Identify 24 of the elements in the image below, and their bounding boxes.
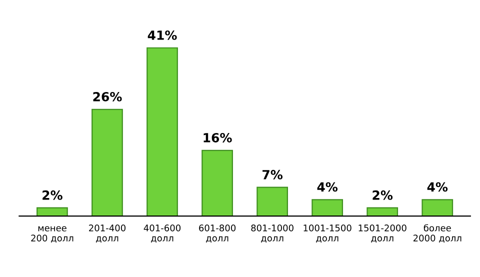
data-label: 16% — [204, 132, 232, 142]
bar — [312, 199, 344, 216]
x-tick-label: 401-600 долл — [144, 224, 181, 243]
bar — [36, 207, 68, 216]
data-label: 7% — [262, 170, 283, 180]
x-tick-label: 601-800 долл — [199, 224, 236, 243]
bar — [256, 186, 288, 216]
x-tick-label: более 2000 долл — [413, 224, 462, 243]
data-label: 41% — [148, 30, 177, 40]
data-label: 26% — [93, 92, 122, 102]
x-tick-label: 1001-1500 долл — [304, 224, 352, 243]
data-label: 4% — [317, 182, 338, 192]
x-tick-label: 801-1000 долл — [251, 224, 294, 243]
bar — [202, 150, 233, 216]
data-label: 2% — [42, 190, 62, 200]
data-label: 4% — [427, 182, 448, 192]
x-tick-label: менее 200 долл — [31, 226, 74, 243]
bar — [366, 207, 398, 216]
x-tick-label: 1501-2000 долл — [358, 224, 406, 243]
data-label: 2% — [372, 190, 393, 200]
bar — [92, 108, 123, 216]
bar — [422, 199, 454, 216]
bar — [146, 47, 178, 216]
x-tick-label: 201-400 долл — [89, 224, 126, 243]
